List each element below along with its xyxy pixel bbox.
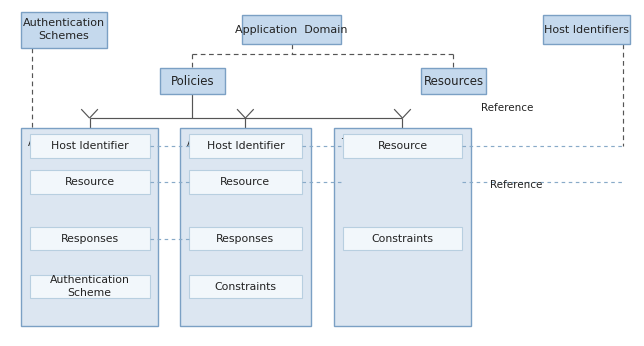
Text: Responses: Responses — [216, 234, 274, 244]
Text: Constraints: Constraints — [372, 234, 433, 244]
FancyBboxPatch shape — [30, 227, 149, 250]
FancyBboxPatch shape — [189, 275, 302, 298]
FancyBboxPatch shape — [343, 227, 462, 250]
Text: Constraints: Constraints — [214, 282, 276, 292]
Text: Authentication
Scheme: Authentication Scheme — [50, 275, 129, 298]
Text: Resource: Resource — [64, 177, 115, 187]
FancyBboxPatch shape — [242, 15, 341, 44]
Text: Reference: Reference — [490, 180, 542, 190]
Text: Resources: Resources — [423, 75, 484, 88]
Text: Authentication Policy: Authentication Policy — [28, 138, 140, 148]
FancyBboxPatch shape — [21, 12, 107, 48]
Text: Policies: Policies — [171, 75, 214, 88]
Text: Token Issuance Policy: Token Issuance Policy — [341, 138, 455, 148]
FancyBboxPatch shape — [343, 134, 462, 157]
FancyBboxPatch shape — [189, 134, 302, 157]
Text: Responses: Responses — [61, 234, 118, 244]
FancyBboxPatch shape — [30, 134, 149, 157]
FancyBboxPatch shape — [544, 15, 630, 44]
Text: Authorization Policy: Authorization Policy — [187, 138, 293, 148]
FancyBboxPatch shape — [189, 227, 302, 250]
Text: Authentication
Schemes: Authentication Schemes — [23, 18, 105, 41]
Text: Reference: Reference — [481, 103, 533, 113]
FancyBboxPatch shape — [21, 128, 158, 326]
FancyBboxPatch shape — [334, 128, 471, 326]
FancyBboxPatch shape — [189, 170, 302, 194]
FancyBboxPatch shape — [180, 128, 311, 326]
Text: Application  Domain: Application Domain — [235, 25, 348, 35]
Text: Host Identifier: Host Identifier — [207, 141, 284, 151]
FancyBboxPatch shape — [421, 68, 486, 94]
FancyBboxPatch shape — [30, 275, 149, 298]
Text: Host Identifier: Host Identifier — [51, 141, 128, 151]
FancyBboxPatch shape — [160, 68, 225, 94]
FancyBboxPatch shape — [30, 170, 149, 194]
Text: Host Identifiers: Host Identifiers — [544, 25, 629, 35]
Text: Resource: Resource — [220, 177, 270, 187]
Text: Resource: Resource — [377, 141, 428, 151]
